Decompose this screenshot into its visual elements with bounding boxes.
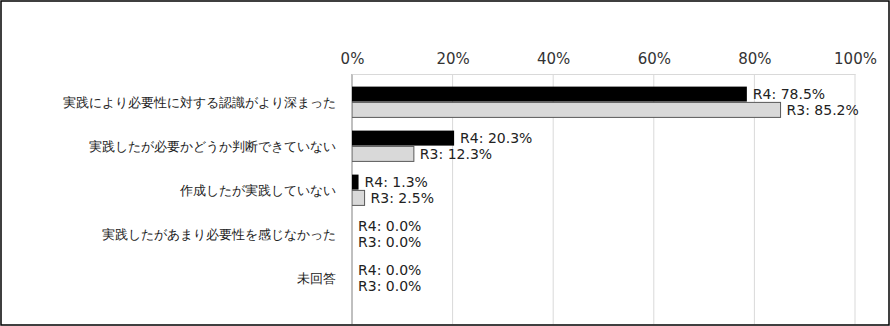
tick-label: 100% xyxy=(834,50,877,68)
tick-label: 80% xyxy=(738,50,771,68)
category-label: 未回答 xyxy=(297,271,336,286)
x-axis: 0% 20% 40% 60% 80% 100% xyxy=(341,50,877,75)
bar xyxy=(352,146,414,161)
axis-line xyxy=(353,74,856,75)
bar xyxy=(352,219,353,234)
tick-label: 0% xyxy=(341,50,365,68)
data-label: R3: 12.3% xyxy=(420,146,492,162)
tick: 60% xyxy=(638,50,671,74)
bar xyxy=(352,102,781,117)
tick-label: 20% xyxy=(436,50,469,68)
data-label: R4: 0.0% xyxy=(358,262,421,278)
category-label: 実践したが必要かどうか判断できていない xyxy=(89,139,336,154)
tick-label: 40% xyxy=(537,50,570,68)
data-label: R4: 78.5% xyxy=(753,86,825,102)
data-labels: R4: 78.5% R4: 20.3% R4: 1.3% R4: 0.0% R4: 0.… xyxy=(358,86,859,294)
tick: 0% xyxy=(341,50,365,74)
bar xyxy=(352,263,353,278)
tick: 40% xyxy=(537,50,570,74)
bar xyxy=(352,278,353,293)
data-label: R3: 0.0% xyxy=(358,278,421,294)
bar xyxy=(352,175,359,190)
tick: 80% xyxy=(738,50,771,74)
data-label: R3: 0.0% xyxy=(358,234,421,250)
tick: 20% xyxy=(436,50,469,74)
bar xyxy=(352,87,747,102)
data-label: R3: 85.2% xyxy=(787,102,859,118)
category-label: 実践したがあまり必要性を感じなかった xyxy=(102,227,336,242)
bars xyxy=(352,87,781,206)
bar xyxy=(352,131,454,146)
frame xyxy=(1,1,889,325)
data-label: R4: 0.0% xyxy=(358,218,421,234)
y-axis: 実践により必要性に対する認識がより深まった実践したが必要かどうか判断できていない… xyxy=(63,95,336,286)
data-label: R4: 20.3% xyxy=(460,130,532,146)
bar xyxy=(352,190,365,205)
bar xyxy=(352,234,353,249)
category-label: 実践により必要性に対する認識がより深まった xyxy=(63,95,336,110)
category-label: 作成したが実践していない xyxy=(179,183,336,198)
tick: 100% xyxy=(834,50,877,74)
data-label: R3: 2.5% xyxy=(371,190,434,206)
data-label: R4: 1.3% xyxy=(365,174,428,190)
chart: 0%20%40%60%80%100%R4: 78.5%R4: 20.3%R4: … xyxy=(0,0,890,326)
grid xyxy=(352,74,855,324)
tick-label: 60% xyxy=(638,50,671,68)
